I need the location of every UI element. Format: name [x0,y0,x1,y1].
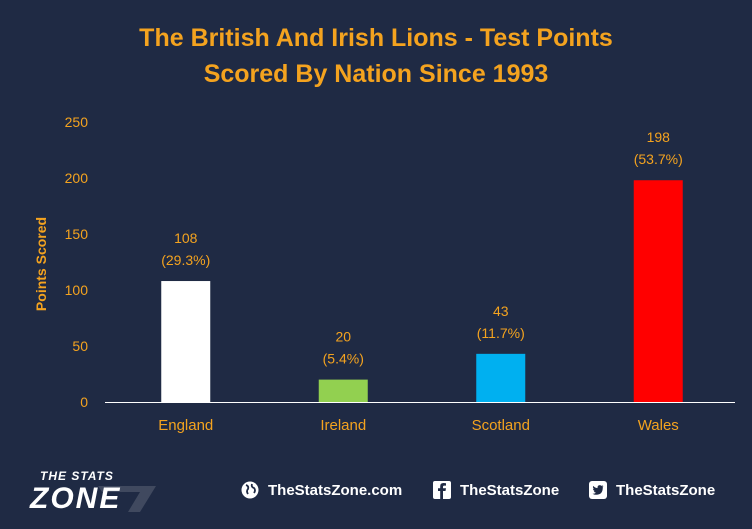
website-link[interactable]: TheStatsZone.com [240,477,402,503]
x-tick-label: England [158,417,213,434]
y-tick-label: 250 [65,114,89,130]
y-tick-label: 0 [80,394,88,410]
facebook-label: TheStatsZone [460,481,560,499]
chart-title: The British And Irish Lions - Test Point… [139,24,613,88]
data-label-percent: (5.4%) [323,351,364,367]
bar-england [161,281,211,402]
bars: 108 (29.3%) 20 (5.4%) 43 (11.7%) 198 (53.7%) [161,129,683,402]
bar-wales [633,180,683,402]
x-tick-label: Ireland [320,417,366,434]
data-label-value: 198 [647,129,671,145]
data-label-value: 43 [493,303,509,319]
logo-text-main: ZONE [29,482,121,515]
facebook-link[interactable]: TheStatsZone [432,477,559,503]
x-tick-label: Wales [638,417,679,434]
y-tick-label: 150 [65,226,89,242]
logo-swoosh [98,486,156,512]
bar-scotland [476,353,526,402]
twitter-label: TheStatsZone [616,481,716,499]
y-tick-label: 100 [65,282,89,298]
chart-title-line: The British And Irish Lions - Test Point… [139,24,613,52]
stats-zone-logo: THE STATS ZONE [29,469,156,515]
bar-chart: The British And Irish Lions - Test Point… [33,24,735,434]
facebook-icon [432,480,452,500]
data-label-value: 20 [335,329,351,345]
data-label-percent: (53.7%) [634,151,683,167]
data-label-percent: (11.7%) [477,325,525,341]
chart-title-line: Scored By Nation Since 1993 [204,60,549,88]
x-axis: England Ireland Scotland Wales [105,402,735,434]
twitter-link[interactable]: TheStatsZone [588,477,715,503]
data-label-value: 108 [174,230,198,246]
bar-ireland [318,379,368,402]
y-axis-label: Points Scored [33,217,49,311]
website-label: TheStatsZone.com [268,481,403,499]
globe-icon [240,480,260,500]
data-label-percent: (29.3%) [161,252,210,268]
y-tick-label: 50 [72,338,88,354]
logo-text-top: THE STATS [40,469,114,483]
x-tick-label: Scotland [472,417,530,434]
y-tick-label: 200 [65,170,89,186]
twitter-icon [588,480,608,500]
y-axis: 0 50 100 150 200 250 Points Scored [33,114,88,410]
